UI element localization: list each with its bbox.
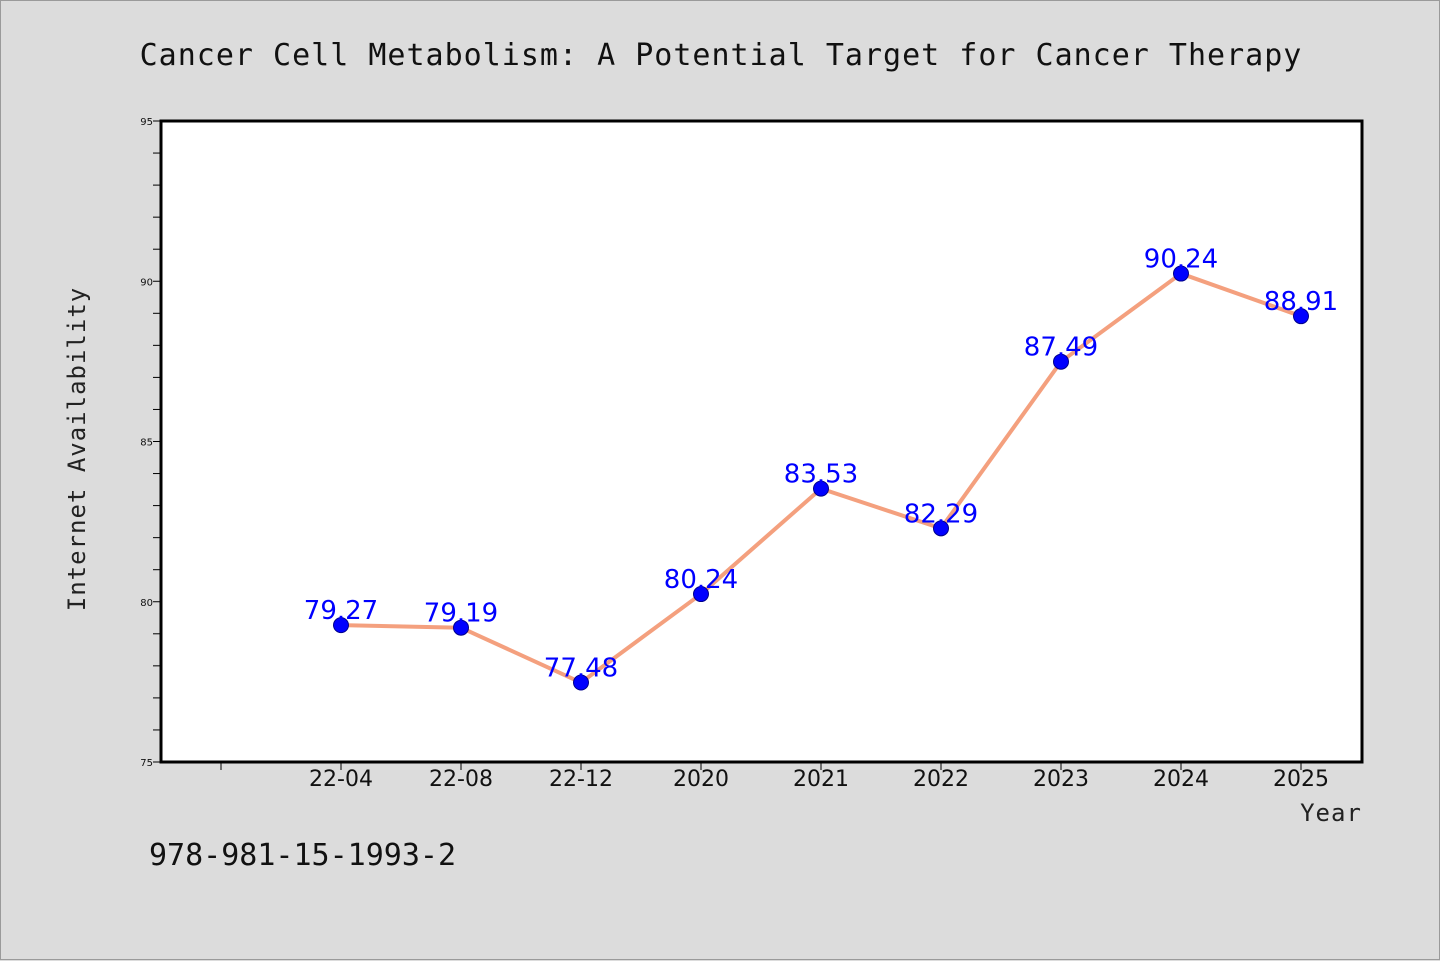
series-markers xyxy=(333,265,1309,691)
data-point xyxy=(453,619,469,636)
plot-area xyxy=(159,119,1364,764)
x-tick-label: 2022 xyxy=(913,767,969,792)
data-label: 87.49 xyxy=(1024,333,1098,363)
x-tick-label: 2023 xyxy=(1033,767,1089,792)
y-tick-label: 85 xyxy=(140,438,153,449)
x-tick-label: 2021 xyxy=(793,767,849,792)
x-tick-label: 22-08 xyxy=(429,767,493,792)
data-label: 79.19 xyxy=(424,599,498,629)
data-label: 77.48 xyxy=(544,654,618,684)
data-point xyxy=(333,617,349,634)
data-labels: 79.27 79.19 77.48 80.24 83.53 82.29 87.49 90.24… xyxy=(304,245,1338,684)
y-tick-label: 80 xyxy=(140,598,153,609)
data-point xyxy=(1293,308,1309,325)
data-point xyxy=(1173,265,1189,282)
data-point xyxy=(933,520,949,537)
x-axis-label: Year xyxy=(1300,799,1362,827)
isbn-text: 978-981-15-1993-2 xyxy=(149,838,456,873)
data-label: 90.24 xyxy=(1144,245,1218,275)
x-tick-label: 22-12 xyxy=(549,767,613,792)
y-tick-label: 90 xyxy=(140,277,153,288)
data-label: 88.91 xyxy=(1264,287,1338,317)
chart-title: Cancer Cell Metabolism: A Potential Targ… xyxy=(140,38,1303,73)
x-tick-label: 2020 xyxy=(673,767,729,792)
data-label: 82.29 xyxy=(904,499,978,529)
x-tick-label: 22-04 xyxy=(309,767,373,792)
data-label: 80.24 xyxy=(664,565,738,595)
x-axis-ticks: 22-04 22-08 22-12 2020 2021 2022 2023 2024 2025 xyxy=(220,762,1329,792)
data-point xyxy=(693,586,709,603)
y-axis-label: Internet Availability xyxy=(63,287,91,611)
data-point xyxy=(573,674,589,691)
data-label: 79.27 xyxy=(304,596,378,626)
data-point xyxy=(813,480,829,497)
x-tick-label: 2024 xyxy=(1153,767,1209,792)
y-axis-ticks: 75 80 85 90 95 xyxy=(140,117,161,769)
y-tick-label: 95 xyxy=(140,117,153,128)
data-label: 83.53 xyxy=(784,460,858,490)
data-point xyxy=(1053,353,1069,370)
y-tick-label: 75 xyxy=(140,758,153,769)
x-tick-label: 2025 xyxy=(1273,767,1329,792)
